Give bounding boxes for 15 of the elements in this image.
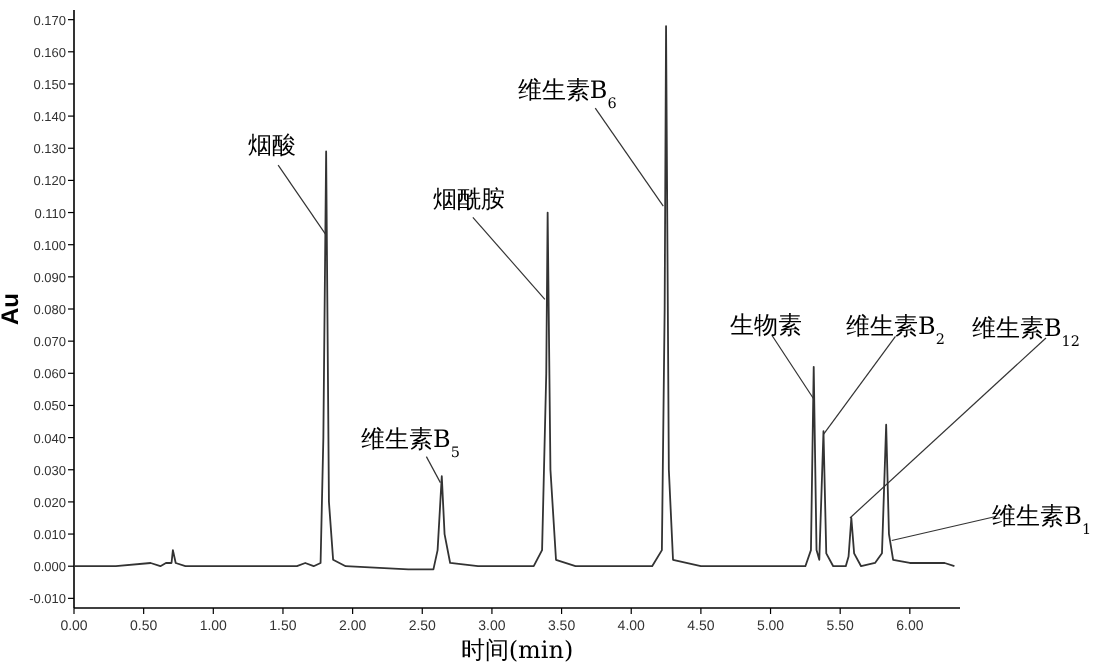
annotation: 维生素B$_{6}$: [517, 76, 618, 112]
annotation: 生物素: [729, 311, 815, 400]
annotation: 生物素: [729, 311, 802, 340]
annotation: 维生素B$_{2}$: [822, 312, 945, 435]
annotation: 维生素B$_{5}$: [360, 424, 460, 484]
annotation: 维生素B$_{1}$: [891, 502, 1092, 542]
annotation: 维生素B$_{1}$: [992, 502, 1092, 538]
annotation: 维生素B$_{12}$: [971, 313, 1080, 349]
annotation: 维生素B$_{2}$: [846, 312, 945, 348]
annotation: 烟酰胺: [432, 185, 505, 214]
annotation: 维生素B$_{5}$: [360, 424, 461, 460]
annotation: 烟酸: [248, 131, 297, 160]
x-axis-title: 时间(min): [460, 636, 574, 664]
y-axis-title: Au: [0, 293, 24, 325]
annotation: 烟酸: [248, 131, 327, 236]
